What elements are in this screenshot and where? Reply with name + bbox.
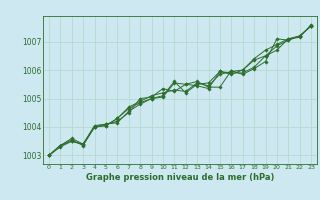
X-axis label: Graphe pression niveau de la mer (hPa): Graphe pression niveau de la mer (hPa) bbox=[86, 173, 274, 182]
